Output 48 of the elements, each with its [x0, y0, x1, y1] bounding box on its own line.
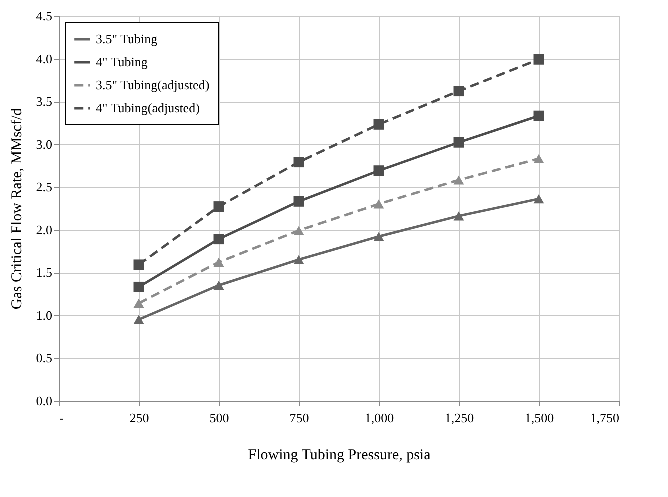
legend-label: 3.5" Tubing — [96, 32, 158, 46]
point — [454, 137, 464, 148]
y-tick-label: 3.0 — [36, 136, 52, 152]
point — [534, 194, 544, 204]
point — [134, 282, 144, 292]
point — [134, 260, 144, 270]
point — [454, 86, 464, 97]
legend-label: 4" Tubing(adjusted) — [96, 100, 200, 116]
y-tick-label: 0.5 — [36, 350, 52, 366]
y-tick-label: 4.5 — [36, 8, 52, 24]
x-tick-label: 1,000 — [364, 410, 394, 426]
y-tick-label: 0.0 — [36, 394, 52, 408]
point — [294, 255, 304, 264]
y-tick-label: 2.5 — [36, 180, 52, 195]
x-tick-label: 1,250 — [444, 410, 474, 426]
point — [454, 212, 464, 221]
point — [374, 232, 384, 242]
x-tick-label: - — [60, 410, 64, 426]
point — [534, 110, 544, 122]
y-tick-label: 1.0 — [36, 308, 52, 323]
x-axis-title: Flowing Tubing Pressure, psia — [248, 448, 432, 464]
point — [214, 234, 224, 245]
point — [214, 202, 224, 212]
x-tick-label: 250 — [130, 410, 150, 426]
x-tick-label: 500 — [210, 410, 230, 426]
point — [134, 298, 144, 308]
point — [374, 166, 384, 176]
point — [374, 200, 384, 209]
point — [294, 196, 304, 207]
y-tick-label: 2.0 — [36, 222, 52, 238]
point — [214, 258, 224, 267]
point — [134, 315, 144, 324]
y-tick-label: 3.5 — [36, 94, 52, 110]
point — [294, 226, 304, 236]
point — [294, 157, 304, 168]
x-tick-label: 750 — [290, 410, 310, 426]
y-axis-title: Gas Critical Flow Rate, MMscf/d — [9, 108, 26, 310]
x-tick-label: 1,500 — [524, 410, 554, 426]
legend-label: 3.5" Tubing(adjusted) — [96, 78, 210, 92]
point — [454, 176, 464, 185]
legend-label: 4" Tubing — [96, 54, 148, 70]
y-tick-label: 4.0 — [36, 51, 52, 66]
point — [374, 119, 384, 130]
point — [534, 54, 544, 65]
y-tick-label: 1.5 — [36, 265, 52, 280]
point — [214, 280, 224, 290]
x-tick-label: 1,750 — [590, 410, 620, 426]
point — [534, 154, 544, 164]
